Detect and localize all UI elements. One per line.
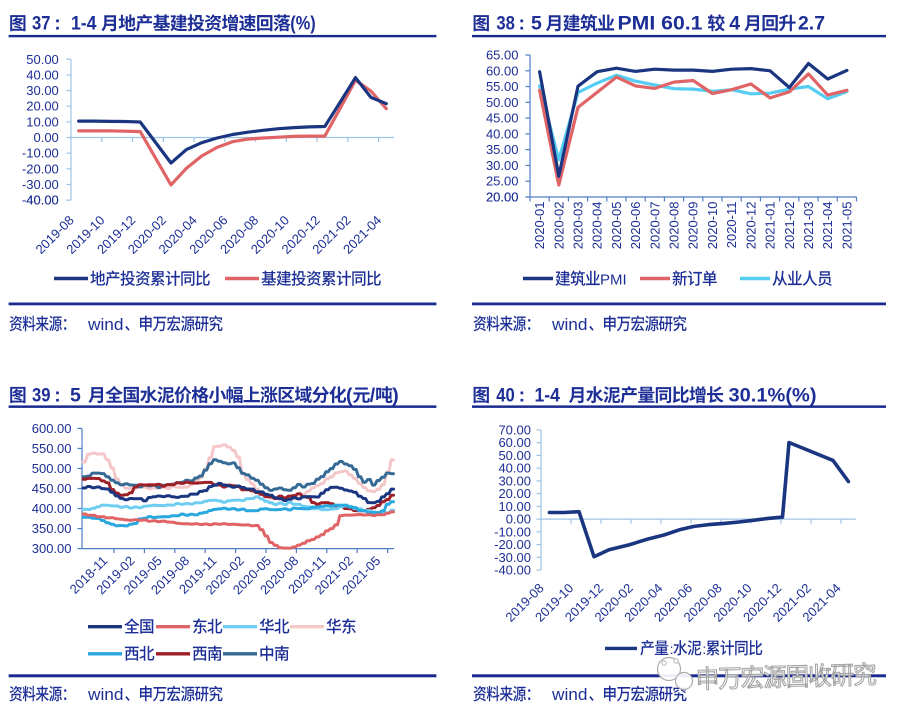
svg-text:2021-04: 2021-04	[820, 202, 835, 250]
svg-text:50.00: 50.00	[498, 448, 531, 463]
svg-text:55.00: 55.00	[486, 79, 519, 94]
svg-text:39: 39	[32, 385, 51, 407]
svg-text:(%): (%)	[290, 13, 315, 35]
svg-text:65.00: 65.00	[486, 48, 519, 63]
svg-text:1-4: 1-4	[535, 385, 561, 407]
svg-text:37: 37	[32, 13, 51, 35]
svg-text:25.00: 25.00	[486, 174, 519, 189]
svg-text:70.00: 70.00	[498, 423, 531, 438]
svg-text:wind: wind	[87, 316, 124, 334]
svg-text:wind: wind	[87, 686, 124, 704]
svg-text::: :	[519, 385, 526, 407]
svg-text:): )	[392, 385, 399, 407]
svg-text:wind: wind	[551, 316, 588, 334]
svg-text:0.00: 0.00	[33, 130, 58, 145]
svg-text:2020-08: 2020-08	[667, 202, 682, 250]
svg-text::: :	[54, 13, 61, 35]
svg-text:2.7: 2.7	[798, 13, 825, 35]
svg-text:2020-05: 2020-05	[609, 202, 624, 250]
svg-text:50.00: 50.00	[486, 95, 519, 110]
svg-text:350.00: 350.00	[32, 521, 72, 536]
svg-text::: :	[670, 641, 674, 657]
svg-text:-20.00: -20.00	[22, 161, 59, 176]
svg-text:2021-01: 2021-01	[763, 202, 778, 250]
svg-text:20.00: 20.00	[498, 486, 531, 501]
svg-text:-10.00: -10.00	[494, 524, 531, 539]
svg-text:wind: wind	[551, 686, 588, 704]
svg-text:60.00: 60.00	[486, 63, 519, 78]
svg-text::: :	[519, 13, 526, 35]
svg-text:2020-01: 2020-01	[532, 202, 547, 250]
svg-text:40.00: 40.00	[498, 461, 531, 476]
svg-text:2021-02: 2021-02	[782, 202, 797, 250]
svg-text:10.00: 10.00	[498, 499, 531, 514]
svg-text::: :	[54, 385, 61, 407]
svg-text:20.00: 20.00	[26, 99, 59, 114]
svg-text:-30.00: -30.00	[22, 177, 59, 192]
svg-text:2020-06: 2020-06	[628, 202, 643, 250]
svg-text:30.00: 30.00	[26, 83, 59, 98]
svg-text:400.00: 400.00	[32, 501, 72, 516]
svg-text:2021-05: 2021-05	[839, 202, 854, 250]
svg-text:5: 5	[531, 13, 542, 35]
svg-text:40: 40	[496, 385, 515, 407]
svg-text:2020-03: 2020-03	[571, 202, 586, 250]
svg-text:500.00: 500.00	[32, 461, 72, 476]
svg-text:450.00: 450.00	[32, 481, 72, 496]
svg-text:0.00: 0.00	[506, 512, 531, 527]
svg-text:-40.00: -40.00	[494, 563, 531, 578]
svg-text:40.00: 40.00	[486, 126, 519, 141]
svg-text:45.00: 45.00	[486, 111, 519, 126]
svg-text:600.00: 600.00	[32, 421, 72, 436]
svg-text:2021-03: 2021-03	[801, 202, 816, 250]
svg-text:10.00: 10.00	[26, 114, 59, 129]
svg-text:550.00: 550.00	[32, 441, 72, 456]
svg-text:-40.00: -40.00	[22, 193, 59, 208]
svg-text:2020-12: 2020-12	[743, 202, 758, 250]
svg-text:35.00: 35.00	[486, 142, 519, 157]
svg-text:-20.00: -20.00	[494, 537, 531, 552]
svg-text:30.00: 30.00	[498, 473, 531, 488]
svg-text:2020-10: 2020-10	[705, 202, 720, 250]
svg-text:1-4: 1-4	[71, 13, 97, 35]
svg-text:4: 4	[729, 13, 740, 35]
svg-text:2020-07: 2020-07	[647, 202, 662, 250]
svg-text:5: 5	[70, 385, 81, 407]
svg-text:2020-09: 2020-09	[686, 202, 701, 250]
svg-text:/: /	[370, 385, 376, 407]
svg-text:40.00: 40.00	[26, 67, 59, 82]
svg-text:PMI: PMI	[600, 272, 627, 289]
svg-text:38: 38	[496, 13, 515, 35]
svg-text:-30.00: -30.00	[494, 550, 531, 565]
svg-text:50.00: 50.00	[26, 52, 59, 67]
svg-text:60.00: 60.00	[498, 435, 531, 450]
svg-text:-40.00: -40.00	[22, 193, 59, 208]
svg-text:30.1%(%): 30.1%(%)	[729, 385, 817, 407]
svg-text::: :	[702, 641, 706, 657]
svg-text:2020-02: 2020-02	[551, 202, 566, 250]
svg-text:PMI 60.1: PMI 60.1	[618, 13, 703, 35]
svg-text:2020-04: 2020-04	[590, 202, 605, 250]
svg-text:-10.00: -10.00	[22, 146, 59, 161]
svg-text:(: (	[346, 385, 353, 407]
svg-text:20.00: 20.00	[486, 190, 519, 205]
svg-text:20.00: 20.00	[486, 190, 519, 205]
svg-text:2020-11: 2020-11	[724, 202, 739, 249]
svg-text:30.00: 30.00	[486, 158, 519, 173]
svg-text:300.00: 300.00	[32, 541, 72, 556]
